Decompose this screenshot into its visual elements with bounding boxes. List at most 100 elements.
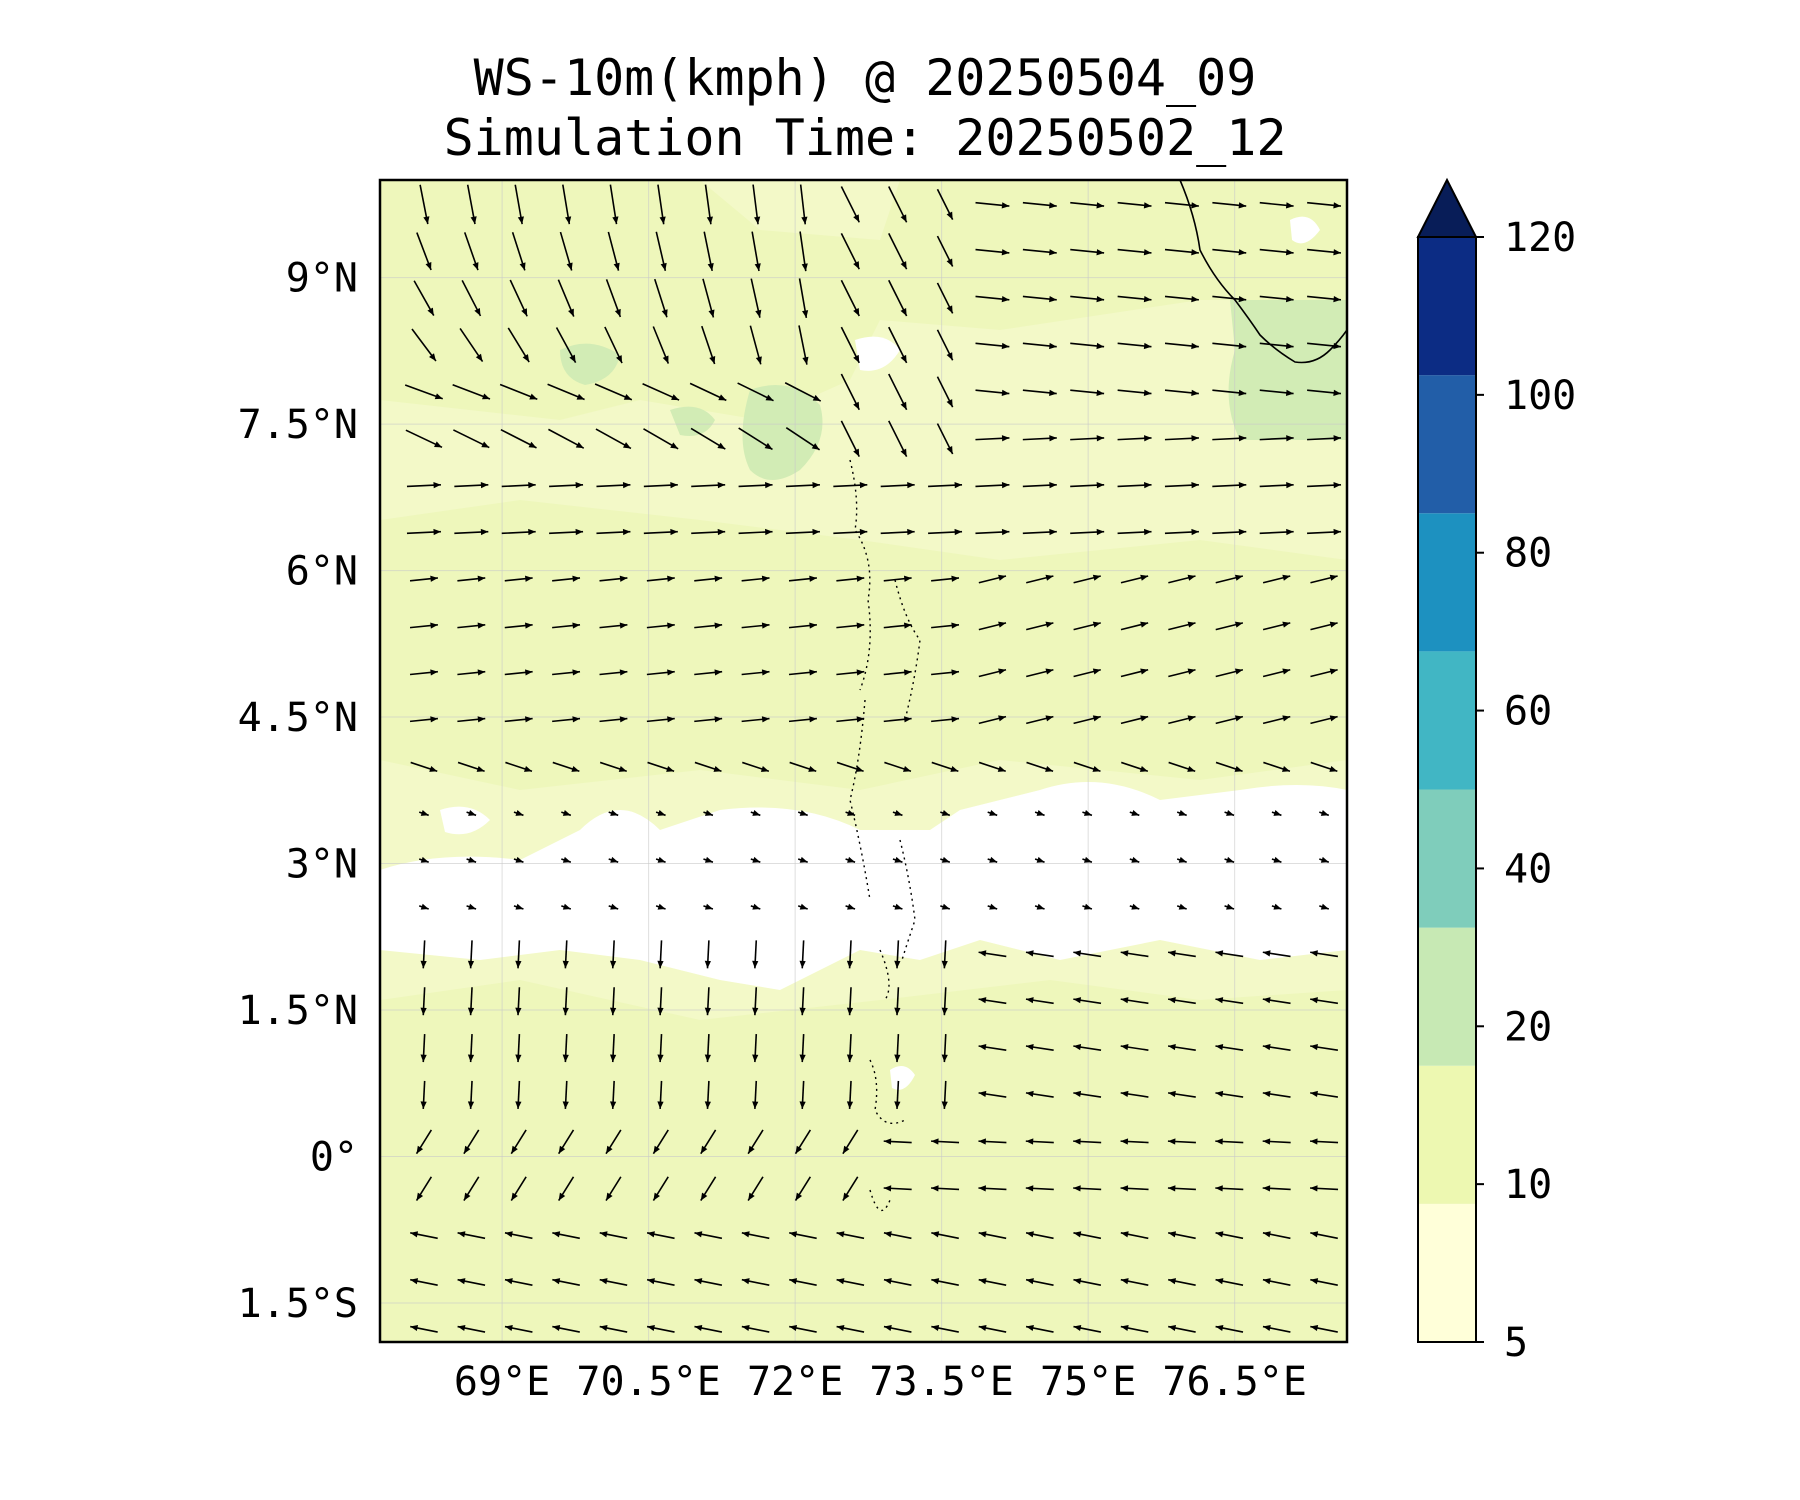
wind-arrow [747,1129,764,1155]
wind-arrow [1129,903,1140,910]
wind-arrow [420,1080,427,1109]
wind-arrow [941,987,948,1016]
wind-arrow [1310,574,1338,584]
colorbar-tick-label: 100 [1504,373,1576,419]
lon-tick-label: 72°E [747,1359,843,1405]
wind-arrow [504,716,533,723]
wind-arrow [552,1278,580,1286]
wind-arrow [1073,668,1101,678]
wind-arrow [1117,295,1152,303]
wind-arrow [599,622,628,629]
wind-arrow [1120,950,1149,958]
wind-arrow [975,295,1010,303]
wind-arrow [552,716,581,723]
wind-arrow [978,1324,1007,1333]
wind-arrow [467,987,475,1016]
wind-arrow [1307,342,1342,350]
wind-arrow [788,669,817,676]
wind-arrow [655,856,666,863]
coastline [1179,180,1347,364]
colorbar-segment [1418,513,1476,652]
wind-arrow [1073,1278,1102,1286]
wind-arrow [608,856,619,863]
wind-arrow [409,716,438,723]
wind-arrow [978,668,1007,678]
wind-arrow [894,1080,901,1109]
colorbar-segment [1418,651,1476,790]
wind-arrow [420,987,427,1016]
wind-arrow [975,482,1010,489]
wind-arrow [799,1034,806,1063]
wind-arrow [689,382,727,402]
wind-arrow [931,1278,959,1286]
wind-arrow [741,716,770,723]
colorbar-extend-triangle [1416,177,1478,238]
wind-arrow [931,1324,959,1333]
wind-arrow [741,1324,770,1333]
wind-arrow [657,184,666,225]
wind-arrow [548,428,585,449]
wind-arrow [1307,389,1342,396]
wind-arrow [552,669,581,676]
wind-arrow [751,231,761,272]
wind-arrow [742,761,770,773]
wind-arrow [691,528,726,536]
wind-arrow [420,940,427,969]
wind-arrow [1271,903,1282,910]
wind-arrow [1215,950,1244,958]
wind-arrow [940,856,951,863]
wind-arrow [936,235,954,267]
wind-arrow [1120,621,1149,631]
wind-arrow [941,1034,948,1063]
wind-arrow [1215,1231,1244,1240]
wind-arrow [595,428,632,450]
wind-arrow [1121,761,1149,773]
wind-arrow [978,761,1006,773]
wind-arrow [1307,435,1342,442]
wind-arrow [1164,435,1199,442]
wind-arrow [1164,248,1199,256]
wind-arrow [702,278,715,318]
colorbar-segment [1418,927,1476,1066]
colorbar-tick-label: 20 [1504,1004,1552,1050]
wind-arrow [1117,201,1152,209]
map-frame [378,178,1349,1344]
wind-arrow [643,528,678,536]
wind-arrow [409,669,438,676]
wind-arrow [561,903,572,910]
wind-arrow [467,940,475,969]
wind-arrow [1073,761,1101,773]
wind-arrow [1034,903,1045,910]
wind-arrow [975,435,1010,442]
wind-arrow [1224,810,1235,817]
wind-arrow [1319,810,1330,817]
wind-arrow [1212,528,1247,536]
wind-arrow [888,326,908,364]
lat-tick-label: 6°N [286,549,358,595]
wind-arrow [798,278,809,318]
wind-arrow [501,528,536,536]
wind-arrow [1167,997,1196,1005]
wind-arrow [978,1185,1007,1192]
wind-arrow [1259,389,1294,396]
wind-arrow [789,1231,817,1240]
wind-arrow [513,856,524,863]
wind-arrow [1120,574,1149,584]
wind-arrow [840,373,860,411]
wind-arrow [1168,761,1196,773]
wind-arrow [608,903,619,910]
wind-arrow [1082,810,1093,817]
wind-arrow [789,761,817,773]
wind-arrow [883,716,912,723]
wind-arrow [1215,668,1244,678]
wind-arrow [883,1231,912,1240]
wind-arrow [646,716,675,723]
wind-arrow [704,1034,711,1063]
wind-arrow [1310,950,1339,958]
wind-arrow [752,184,761,225]
wind-arrow [466,810,477,817]
wind-arrow [1262,1231,1291,1240]
wind-arrow [694,575,723,582]
wind-arrow [978,1231,1007,1240]
wind-arrow [799,1080,806,1109]
